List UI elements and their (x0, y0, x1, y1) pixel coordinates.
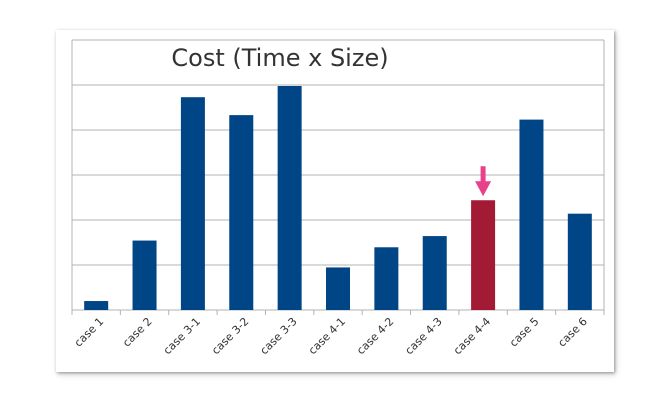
bar (519, 119, 544, 310)
bar (567, 213, 592, 310)
x-tick-label: case 1 (72, 315, 107, 350)
bar (132, 240, 157, 310)
bar (326, 267, 350, 310)
x-tick-label: case 4-1 (306, 315, 348, 357)
bar (374, 247, 399, 310)
bars (84, 86, 592, 311)
x-tick-label: case 2 (120, 315, 155, 350)
bar (277, 86, 302, 310)
bar (180, 97, 205, 310)
x-tick-label: case 3-1 (161, 315, 203, 357)
x-tick-label: case 5 (507, 315, 542, 350)
arrow-down-icon (475, 181, 492, 197)
chart-title: Cost (Time x Size) (171, 44, 388, 72)
x-tick-label: case 4-4 (451, 315, 493, 357)
bar-highlighted (471, 200, 496, 310)
x-tick-label: case 4-2 (354, 315, 396, 357)
bar (229, 115, 254, 311)
x-tick-label: case 6 (555, 315, 590, 350)
highlight-marker (475, 166, 492, 197)
gridlines (71, 39, 605, 311)
x-tick-labels: case 1 case 2 case 3-1 case 3-2 case 3-3 case… (71, 310, 605, 357)
x-tick-label: case 3-3 (258, 315, 300, 357)
bar (84, 301, 109, 310)
x-tick-label: case 4-3 (403, 315, 445, 357)
chart-frame: Cost (Time x Size) case 1 case 2 case 3-1 c… (56, 30, 614, 372)
x-tick-label: case 3-2 (209, 315, 251, 357)
arrow-down-icon-shaft (480, 166, 486, 183)
bar-chart: Cost (Time x Size) case 1 case 2 case 3-1 c… (71, 39, 605, 357)
bar (422, 236, 447, 310)
